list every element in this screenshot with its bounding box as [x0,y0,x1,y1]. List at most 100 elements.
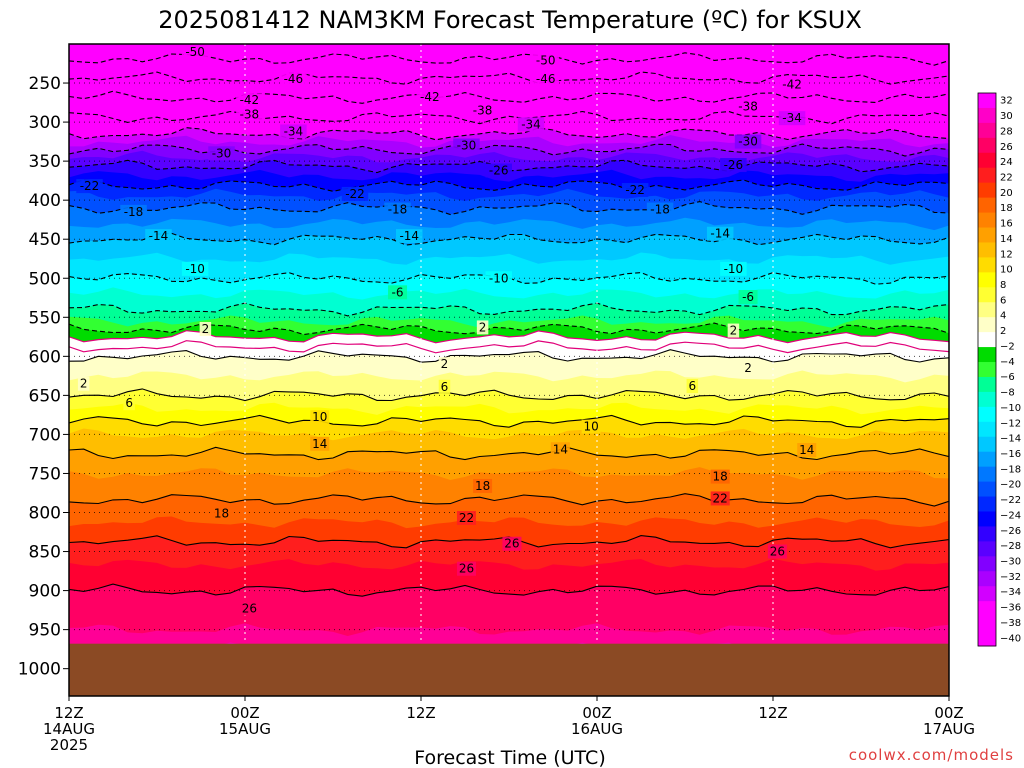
colorbar-swatch [978,526,996,542]
svg-text:-6: -6 [742,290,754,304]
colorbar-label: 2 [1000,326,1006,337]
contour-label: 2 [727,323,740,338]
svg-text:2: 2 [479,320,487,334]
colorbar-label: −8 [1000,388,1015,399]
svg-text:22: 22 [713,491,728,505]
colorbar-label: 10 [1000,265,1013,276]
colorbar-label: −28 [1000,541,1021,552]
colorbar-swatch [978,167,996,184]
colorbar-label: 20 [1000,188,1013,199]
contour-label: -42 [778,77,806,92]
svg-text:18: 18 [713,470,728,484]
contour-label: -6 [388,285,408,300]
x-tick-label: 12Z [54,704,83,722]
contour-label: -26 [485,163,512,178]
svg-text:-34: -34 [521,117,541,131]
credit-link[interactable]: coolwx.com/models [849,746,1014,764]
x-tick-label: 14AUG [43,720,95,738]
contour-2 [69,349,949,363]
contour-label: -34 [280,124,307,139]
colorbar-label: 6 [1000,295,1006,306]
contour-labels: -50-50-46 -46-42 -42-42-38 -38 -38-34-34 -34-… [76,44,817,616]
contour-18 [69,493,949,507]
colorbar-swatch [978,197,996,214]
colorbar-swatch [978,287,996,303]
svg-text:-14: -14 [399,229,419,243]
contour-label: -14 [706,226,734,241]
svg-text:-18: -18 [124,205,144,219]
colorbar-swatch [978,391,996,408]
y-tick-label: 750 [29,464,61,484]
y-tick-label: 900 [29,582,61,602]
x-tick-label: 15AUG [219,720,271,738]
contour-label: -50 [181,44,209,59]
chart-title: 2025081412 NAM3KM Forecast Temperature (… [158,6,862,34]
svg-text:2: 2 [441,357,449,371]
svg-text:-22: -22 [625,183,645,197]
svg-text:2: 2 [744,361,752,375]
contour-label: -38 [236,107,263,122]
contour-label: -46 [532,72,559,87]
colorbar-label: −12 [1000,418,1021,429]
colorbar-swatch [978,496,996,512]
contour--22 [69,179,949,192]
colorbar-swatch [978,152,996,169]
colorbar-swatch [978,93,996,109]
colorbar-label: 14 [1000,234,1013,245]
colorbar-label: −22 [1000,495,1021,506]
y-tick-label: 250 [29,74,61,94]
contour-label: -6 [738,289,758,304]
x-tick-label: 00Z [230,704,259,722]
contour-label: -26 [720,158,747,173]
contour--2 [69,322,949,336]
x-tick-label: 00Z [582,704,611,722]
svg-text:6: 6 [689,379,697,393]
colorbar-swatch [978,182,996,199]
svg-text:26: 26 [242,602,257,616]
contour-label: -18 [384,202,411,217]
plot-frame [68,43,950,697]
svg-text:-38: -38 [473,103,493,117]
svg-text:-22: -22 [345,187,365,201]
contour-label: 2 [438,357,451,372]
colorbar-legend: 32 30 28 26 24 22 20 18 16 14 12 10 8 6 4 2 −2 −4 −6 −8 −10 −… [977,92,1021,647]
svg-text:-26: -26 [724,158,744,172]
contour-label: 2 [742,361,754,376]
colorbar-label: −26 [1000,526,1021,537]
colorbar-swatch [978,541,996,557]
colorbar-swatch [978,272,996,288]
svg-text:-22: -22 [80,179,100,193]
contour-label: 26 [239,601,259,616]
contour-label: -38 [734,99,762,114]
x-tick-label: 00Z [934,704,963,722]
contour--30 [69,143,949,157]
y-tick-label: 300 [29,113,61,133]
svg-text:-50: -50 [536,53,556,67]
colorbar-swatch [978,122,996,139]
svg-text:2: 2 [730,324,738,338]
colorbar-swatch [978,107,996,124]
contour-label: -30 [734,134,762,149]
contour-label: 26 [456,561,476,576]
svg-text:-38: -38 [738,99,758,113]
contour-label: -30 [208,146,235,161]
svg-text:-46: -46 [536,72,556,86]
colorbar-swatch [978,362,996,378]
colorbar-label: 16 [1000,219,1013,230]
contour--10 [69,272,949,285]
colorbar-frame [977,92,997,647]
colorbar-label: −30 [1000,557,1021,568]
x-tick-label: 2025 [50,736,88,754]
contour-26 [69,583,949,597]
colorbar-swatch [978,586,996,602]
contour--46 [69,71,949,85]
colorbar-swatch [978,601,996,617]
freezing-line [69,330,949,344]
contour-label: -14 [396,229,423,244]
colorbar-label: −32 [1000,572,1021,583]
svg-text:-46: -46 [284,72,304,86]
contour-label: 14 [797,443,817,458]
x-tick-label: 17AUG [923,720,975,738]
svg-text:-34: -34 [284,124,304,138]
colorbar-label: −4 [1000,357,1015,368]
